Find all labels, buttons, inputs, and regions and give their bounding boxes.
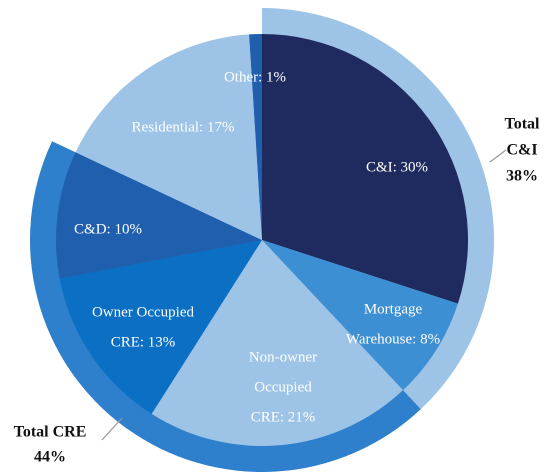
slice-label: Owner Occupied xyxy=(92,304,195,320)
slice-label: Residential: 17% xyxy=(132,119,235,135)
group-label: Total xyxy=(505,116,541,133)
slice xyxy=(151,240,404,447)
leader-line xyxy=(489,149,507,163)
slice-label: CRE: 21% xyxy=(251,409,316,425)
group-label: C&I xyxy=(506,142,537,159)
slice xyxy=(262,34,468,304)
leader-line xyxy=(101,417,123,441)
slice xyxy=(262,240,458,391)
slice-label: CRE: 13% xyxy=(111,334,176,350)
slice xyxy=(59,240,262,414)
slice-label: C&D: 10% xyxy=(74,221,142,237)
slice xyxy=(75,34,263,240)
slice-label: Warehouse: 8% xyxy=(346,331,440,347)
slice-label: Other: 1% xyxy=(224,69,286,85)
group-label: 44% xyxy=(34,449,66,466)
slice-label: C&I: 30% xyxy=(366,159,428,175)
slice xyxy=(249,34,262,240)
group-label: Total CRE xyxy=(14,424,87,441)
slice xyxy=(55,152,262,279)
group-label: 38% xyxy=(506,168,538,185)
slice-label: Occupied xyxy=(254,379,312,395)
slice-label: Mortgage xyxy=(364,301,423,317)
slice-label: Non-owner xyxy=(249,349,317,365)
